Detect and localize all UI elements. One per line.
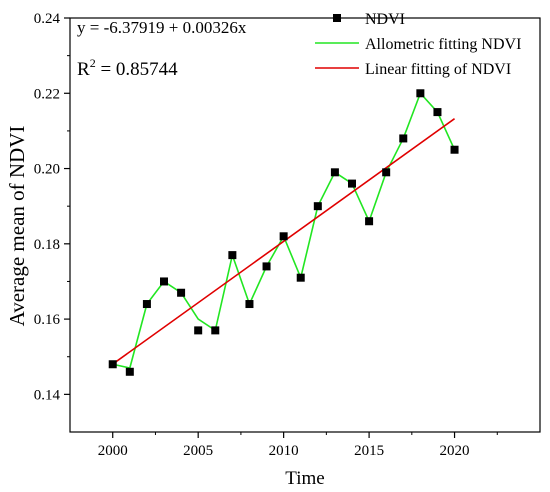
ndvi-point (296, 273, 305, 282)
ndvi-point (433, 108, 442, 117)
x-axis-label: Time (285, 468, 324, 489)
plot-frame (69, 17, 541, 433)
legend-marker-ndvi (333, 14, 341, 22)
ndvi-point (125, 367, 134, 376)
legend-label: NDVI (365, 11, 405, 28)
legend-label: Allometric fitting NDVI (365, 36, 521, 53)
x-tick-label: 2000 (98, 443, 128, 459)
ndvi-point (262, 262, 271, 271)
r-squared: R2 = 0.85744 (77, 56, 178, 80)
ndvi-point (279, 232, 288, 241)
fit-equation: y = -6.37919 + 0.00326x (77, 18, 247, 37)
x-tick-label: 2020 (440, 443, 470, 459)
x-tick-label: 2015 (354, 443, 384, 459)
x-tick-label: 2005 (183, 443, 213, 459)
legend: NDVI Allometric fitting NDVI Linear fittin… (315, 11, 521, 78)
y-tick-label: 0.24 (34, 11, 61, 27)
ndvi-point (399, 134, 408, 143)
linear-fitting-of-ndvi-line (112, 118, 456, 365)
r2-prefix: R (77, 59, 90, 80)
y-tick-label: 0.22 (34, 86, 60, 102)
y-axis-label: Average mean of NDVI (5, 126, 29, 327)
y-tick-label: 0.18 (34, 237, 60, 253)
x-tick-label: 2010 (269, 443, 299, 459)
y-tick-label: 0.16 (34, 312, 61, 328)
ndvi-point (365, 217, 374, 226)
ndvi-point (228, 251, 237, 260)
r2-superscript: 2 (90, 56, 96, 70)
ndvi-point (142, 300, 151, 309)
y-tick-label: 0.14 (34, 387, 61, 403)
ndvi-point (160, 277, 168, 286)
ndvi-point (348, 179, 356, 188)
ndvi-point (382, 168, 391, 177)
ndvi-point (416, 89, 425, 98)
ndvi-point (194, 326, 203, 335)
legend-label: Linear fitting of NDVI (365, 61, 511, 78)
ndvi-point (245, 300, 254, 309)
ndvi-point (330, 168, 339, 177)
ndvi-point (450, 145, 459, 154)
ndvi-point (108, 360, 117, 369)
y-tick-label: 0.20 (34, 162, 60, 178)
ndvi-point (211, 326, 220, 335)
r2-value: = 0.85744 (96, 59, 178, 80)
ndvi-point (177, 288, 186, 297)
ndvi-point (313, 202, 322, 211)
